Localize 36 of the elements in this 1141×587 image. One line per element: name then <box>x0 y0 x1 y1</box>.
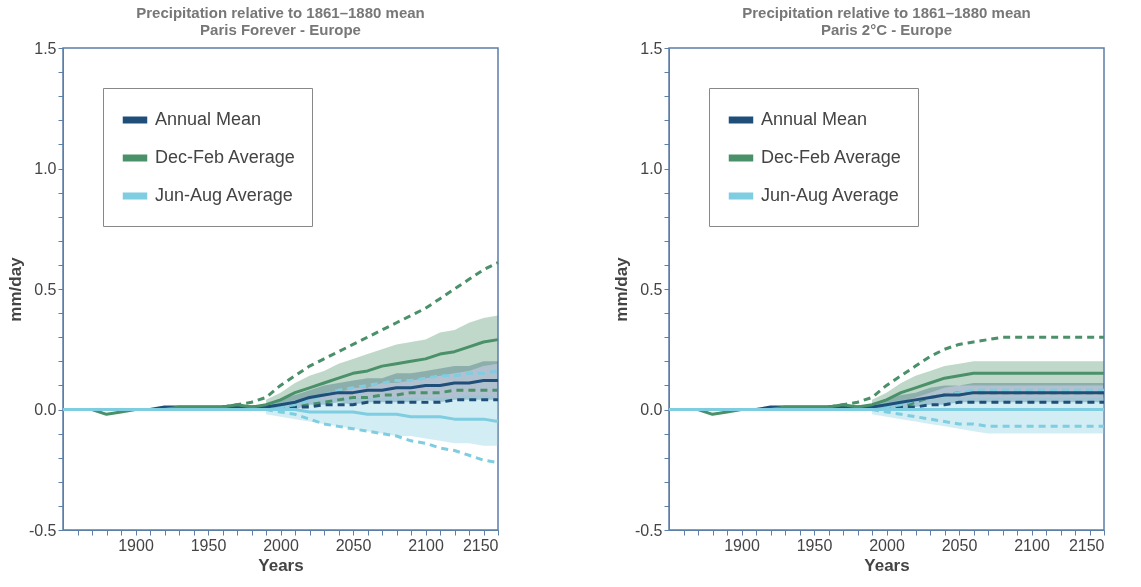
y-tick-label: 1.5 <box>34 39 57 57</box>
x-tick-label: 1950 <box>796 536 833 554</box>
x-tick-label: 1900 <box>724 536 760 554</box>
legend-label: Dec-Feb Average <box>761 147 901 167</box>
chart-subtitle: Paris Forever - Europe <box>200 21 361 38</box>
legend-label: Annual Mean <box>761 109 868 129</box>
x-tick-label: 2150 <box>1068 536 1105 554</box>
x-axis-title: Years <box>258 555 304 575</box>
y-tick-label: -0.5 <box>634 521 663 539</box>
chart-title: Precipitation relative to 1861–1880 mean <box>136 4 425 21</box>
legend-label: Jun-Aug Average <box>155 185 293 205</box>
legend-label: Dec-Feb Average <box>155 147 295 167</box>
chart-subtitle: Paris 2°C - Europe <box>820 21 953 38</box>
x-tick-label: 2100 <box>1014 536 1050 554</box>
y-tick-label: 0.5 <box>34 280 57 298</box>
legend-label: Annual Mean <box>155 109 262 129</box>
x-tick-label: 1950 <box>190 536 227 554</box>
y-tick-label: 0.0 <box>640 401 663 418</box>
x-tick-label: 2050 <box>335 536 372 554</box>
y-tick-label: 0.0 <box>34 401 57 418</box>
y-tick-label: 1.0 <box>34 160 57 177</box>
x-tick-label: 2000 <box>263 536 299 554</box>
x-tick-label: 1900 <box>118 536 154 554</box>
x-axis-title: Years <box>864 555 910 575</box>
x-tick-label: 2000 <box>869 536 905 554</box>
y-axis-title: mm/day <box>611 256 631 322</box>
legend-label: Jun-Aug Average <box>761 185 899 205</box>
y-tick-label: 1.0 <box>640 160 663 177</box>
y-axis-title: mm/day <box>5 256 25 322</box>
x-tick-label: 2100 <box>408 536 444 554</box>
chart-title: Precipitation relative to 1861–1880 mean <box>742 4 1031 21</box>
x-tick-label: 2050 <box>941 536 978 554</box>
y-tick-label: 1.5 <box>640 39 663 57</box>
x-tick-label: 2150 <box>462 536 499 554</box>
y-tick-label: 0.5 <box>640 280 663 298</box>
y-tick-label: -0.5 <box>28 521 57 539</box>
